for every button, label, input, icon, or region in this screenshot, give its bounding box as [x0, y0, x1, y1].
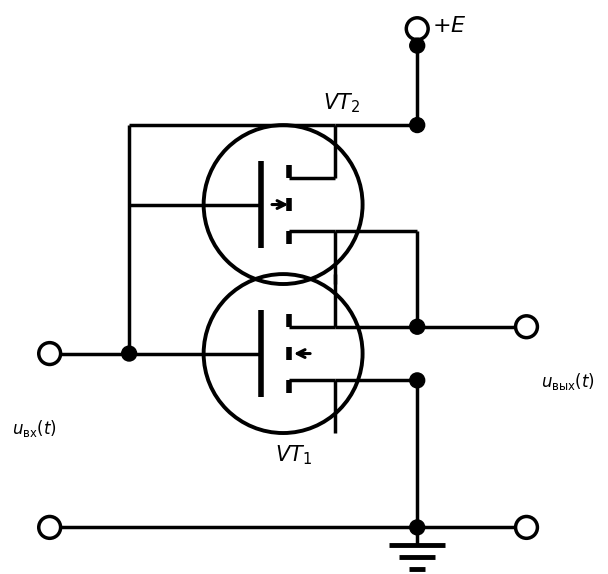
- Circle shape: [410, 118, 424, 133]
- Text: $VT_2$: $VT_2$: [323, 91, 360, 115]
- Text: $+E$: $+E$: [432, 15, 467, 36]
- Circle shape: [410, 38, 424, 53]
- Circle shape: [410, 373, 424, 388]
- Circle shape: [410, 319, 424, 334]
- Text: $u_{\mathit{\text{вх}}}(t)$: $u_{\mathit{\text{вх}}}(t)$: [12, 417, 57, 439]
- Text: $VT_1$: $VT_1$: [275, 443, 311, 467]
- Text: $u_{\mathit{\text{вых}}}(t)$: $u_{\mathit{\text{вых}}}(t)$: [541, 371, 595, 392]
- Circle shape: [122, 346, 137, 361]
- Circle shape: [410, 520, 424, 535]
